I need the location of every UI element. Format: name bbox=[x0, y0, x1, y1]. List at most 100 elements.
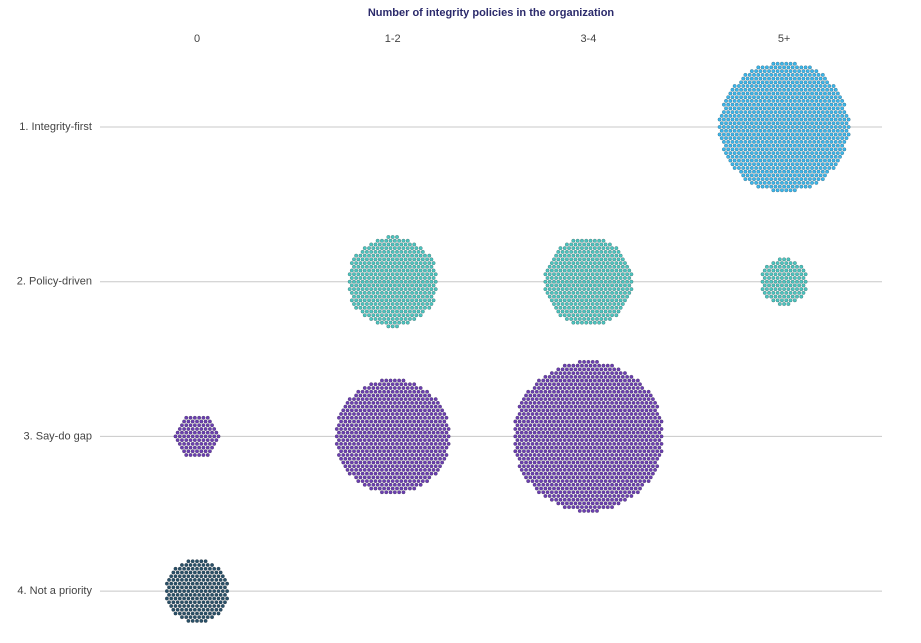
dot bbox=[758, 158, 763, 163]
dot bbox=[603, 279, 608, 284]
dot bbox=[638, 464, 642, 469]
dot bbox=[422, 290, 427, 295]
dot bbox=[377, 249, 382, 254]
dot bbox=[777, 169, 782, 174]
dot bbox=[633, 426, 638, 431]
dot bbox=[635, 453, 640, 458]
dot bbox=[764, 80, 769, 85]
dot bbox=[360, 434, 365, 439]
dot bbox=[534, 471, 539, 476]
dot bbox=[620, 464, 625, 469]
dot bbox=[579, 482, 584, 487]
dot bbox=[427, 253, 432, 258]
dot bbox=[192, 577, 197, 582]
dot bbox=[601, 467, 606, 472]
dot bbox=[779, 91, 784, 96]
dot bbox=[745, 128, 750, 133]
dot bbox=[412, 242, 417, 247]
dot bbox=[797, 136, 802, 141]
dot bbox=[573, 242, 578, 247]
dot bbox=[612, 374, 617, 379]
dot bbox=[795, 264, 799, 269]
dot bbox=[610, 246, 615, 251]
dot bbox=[616, 257, 621, 262]
dot bbox=[842, 132, 847, 137]
dot bbox=[622, 467, 627, 472]
dot bbox=[605, 423, 610, 428]
dot bbox=[595, 302, 599, 307]
dot bbox=[601, 423, 606, 428]
dot bbox=[818, 165, 823, 170]
dot bbox=[588, 320, 593, 325]
dot bbox=[792, 275, 797, 280]
dot bbox=[395, 235, 399, 240]
dot bbox=[659, 434, 664, 439]
dot bbox=[532, 453, 537, 458]
dot bbox=[410, 423, 415, 428]
dot bbox=[575, 475, 580, 480]
dot bbox=[582, 426, 587, 431]
dot bbox=[820, 87, 825, 92]
dot bbox=[612, 419, 617, 424]
dot bbox=[195, 434, 199, 439]
dot bbox=[416, 441, 421, 446]
dot bbox=[829, 125, 834, 129]
dot bbox=[719, 113, 724, 118]
dot bbox=[767, 128, 772, 133]
dot bbox=[373, 249, 378, 254]
dot bbox=[352, 302, 356, 307]
dot bbox=[814, 106, 819, 111]
dot bbox=[614, 475, 619, 480]
dot bbox=[397, 268, 402, 273]
dot bbox=[552, 397, 556, 402]
dot bbox=[203, 559, 208, 564]
dot bbox=[590, 287, 595, 292]
dot bbox=[377, 412, 382, 417]
dot bbox=[822, 151, 827, 156]
dot bbox=[756, 139, 761, 144]
dot bbox=[562, 415, 567, 420]
dot bbox=[349, 460, 354, 465]
dot bbox=[397, 460, 402, 465]
dot bbox=[401, 385, 406, 390]
dot bbox=[799, 272, 804, 277]
dot bbox=[379, 445, 384, 450]
dot bbox=[545, 482, 550, 487]
dot bbox=[631, 453, 636, 458]
dot bbox=[515, 423, 520, 428]
dot bbox=[586, 441, 591, 446]
dot bbox=[422, 438, 427, 443]
dot bbox=[618, 385, 623, 390]
dot bbox=[782, 279, 787, 284]
dot bbox=[214, 607, 219, 612]
dot bbox=[184, 453, 189, 458]
dot bbox=[382, 316, 387, 321]
dot bbox=[588, 497, 593, 502]
dot bbox=[782, 147, 787, 152]
dot bbox=[556, 471, 561, 476]
dot bbox=[816, 102, 821, 107]
dot bbox=[414, 467, 419, 472]
dot bbox=[622, 268, 627, 273]
dot bbox=[644, 430, 649, 435]
dot bbox=[650, 426, 655, 431]
dot bbox=[577, 367, 582, 372]
dot bbox=[560, 272, 565, 277]
dot bbox=[618, 475, 623, 480]
dot bbox=[218, 592, 223, 597]
dot bbox=[631, 423, 636, 428]
dot bbox=[590, 501, 595, 506]
dot bbox=[822, 121, 827, 126]
dot bbox=[597, 253, 602, 258]
dot bbox=[575, 290, 580, 295]
dot bbox=[610, 408, 615, 413]
dot bbox=[762, 268, 767, 273]
dot bbox=[403, 404, 408, 409]
dot bbox=[773, 287, 778, 292]
dot bbox=[567, 298, 572, 303]
dot bbox=[739, 87, 744, 92]
dot bbox=[769, 65, 774, 70]
dot bbox=[440, 415, 445, 420]
dot bbox=[805, 143, 810, 148]
dot bbox=[425, 449, 430, 454]
